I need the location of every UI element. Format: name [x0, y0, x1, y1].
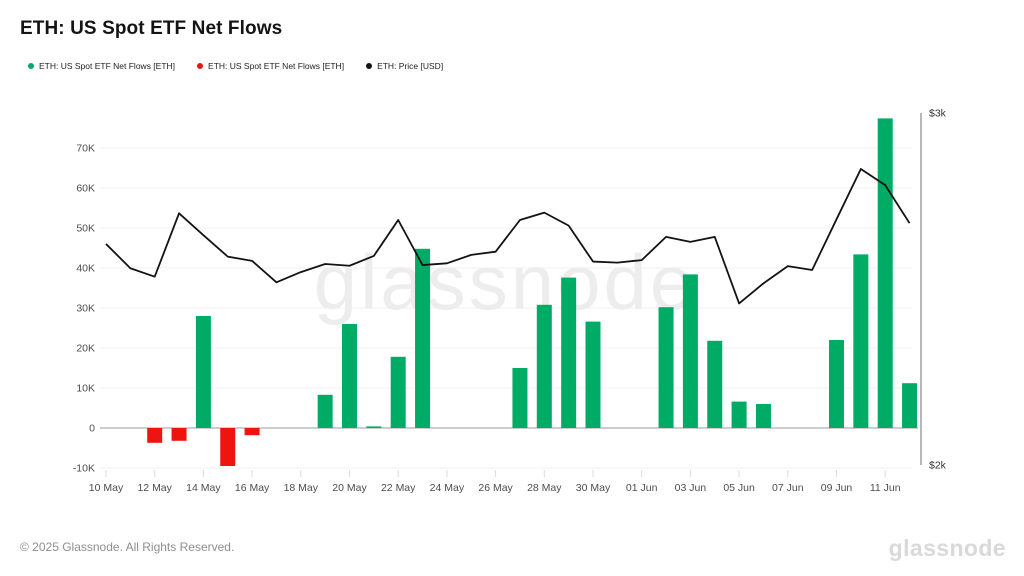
svg-text:24 May: 24 May: [430, 482, 465, 494]
svg-text:26 May: 26 May: [478, 482, 513, 494]
flow-bar: [877, 118, 893, 429]
flow-bar: [171, 428, 187, 441]
flows-price-chart: glassnode 70K 60K 50K 40K 30K 20K 10K 0 -10K $3k $2…: [73, 108, 947, 495]
svg-text:09 Jun: 09 Jun: [821, 482, 853, 494]
svg-text:$3k: $3k: [929, 108, 947, 120]
flow-bar: [342, 324, 357, 428]
glassnode-logo: glassnode: [888, 535, 1006, 561]
svg-text:20K: 20K: [76, 343, 95, 355]
flow-bar: [755, 404, 771, 428]
svg-text:0: 0: [89, 423, 95, 435]
flow-bar: [902, 383, 918, 428]
legend-label: ETH: US Spot ETF Net Flows [ETH]: [208, 61, 345, 71]
flow-bar: [244, 428, 260, 436]
svg-text:30 May: 30 May: [576, 482, 611, 494]
legend-label: ETH: Price [USD]: [377, 61, 444, 71]
svg-text:20 May: 20 May: [332, 482, 367, 494]
svg-text:28 May: 28 May: [527, 482, 562, 494]
red-dot-icon: [197, 63, 204, 69]
flow-bar: [390, 356, 406, 428]
price-line: [105, 168, 911, 305]
flow-bar: [682, 274, 698, 428]
flow-bar: [853, 254, 869, 428]
svg-text:16 May: 16 May: [235, 482, 270, 494]
flow-bar: [536, 304, 552, 428]
flow-bar: [220, 428, 236, 466]
flow-bar: [829, 340, 844, 428]
legend-item-netflows-negative[interactable]: ETH: US Spot ETF Net Flows [ETH]: [197, 61, 344, 71]
svg-text:14 May: 14 May: [186, 482, 221, 494]
flow-bar: [731, 401, 747, 428]
svg-text:10 May: 10 May: [89, 482, 124, 494]
svg-text:03 Jun: 03 Jun: [675, 482, 707, 494]
legend-item-netflows-positive[interactable]: ETH: US Spot ETF Net Flows [ETH]: [28, 61, 175, 71]
flow-bar: [366, 426, 382, 428]
svg-text:-10K: -10K: [73, 463, 95, 475]
flow-bar: [415, 248, 431, 428]
chart-legend: ETH: US Spot ETF Net Flows [ETH] ETH: US…: [28, 61, 443, 71]
svg-text:01 Jun: 01 Jun: [626, 482, 658, 494]
flow-bar: [195, 316, 211, 428]
left-axis-labels: 70K 60K 50K 40K 30K 20K 10K 0 -10K: [73, 143, 95, 475]
flow-bar: [658, 307, 674, 428]
x-axis-labels: 10 May 12 May 14 May 16 May 18 May 20 May 22 M…: [89, 470, 901, 494]
legend-label: ETH: US Spot ETF Net Flows [ETH]: [39, 61, 176, 71]
svg-text:70K: 70K: [76, 143, 95, 155]
right-axis-labels: $3k $2k: [929, 108, 947, 472]
svg-text:11 Jun: 11 Jun: [870, 482, 901, 494]
glassnode-watermark: glassnode: [314, 238, 697, 326]
flow-bar: [561, 277, 577, 428]
page-title: ETH: US Spot ETF Net Flows: [20, 18, 283, 39]
chart-plot-area: glassnode 70K 60K 50K 40K 30K 20K 10K 0 -10K $3k $2…: [0, 85, 1024, 525]
flow-bar: [707, 340, 723, 428]
svg-text:50K: 50K: [76, 223, 95, 235]
svg-text:22 May: 22 May: [381, 482, 416, 494]
svg-text:40K: 40K: [76, 263, 95, 275]
svg-text:18 May: 18 May: [284, 482, 319, 494]
copyright-text: © 2025 Glassnode. All Rights Reserved.: [20, 540, 235, 554]
svg-text:60K: 60K: [76, 183, 95, 195]
flow-bar: [512, 368, 528, 428]
svg-text:10K: 10K: [76, 383, 95, 395]
netflow-bars: [147, 118, 918, 466]
svg-text:$2k: $2k: [929, 460, 947, 472]
flow-bar: [147, 428, 163, 443]
legend-item-price[interactable]: ETH: Price [USD]: [366, 61, 443, 71]
flow-bar: [317, 394, 333, 428]
green-dot-icon: [28, 63, 34, 69]
svg-text:30K: 30K: [76, 303, 95, 315]
svg-text:07 Jun: 07 Jun: [772, 482, 804, 494]
gridlines: [100, 147, 912, 469]
black-dot-icon: [366, 63, 373, 69]
flow-bar: [585, 321, 601, 428]
svg-text:05 Jun: 05 Jun: [723, 482, 755, 494]
svg-text:12 May: 12 May: [137, 482, 172, 494]
